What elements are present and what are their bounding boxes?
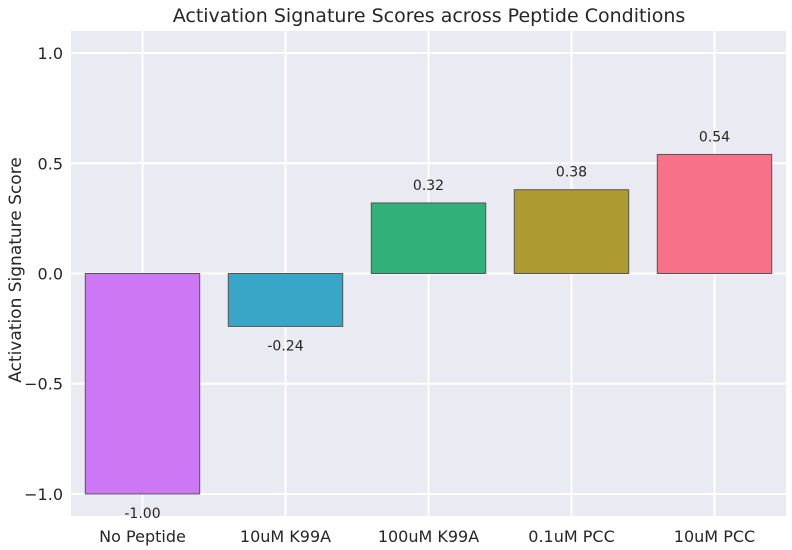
data-labels: -1.00 -0.24 0.32 0.38 0.54 [124,129,730,522]
data-label: 0.38 [556,165,587,181]
data-label: -1.00 [124,506,160,522]
bar [227,273,344,327]
data-label: -0.24 [267,338,303,354]
y-tick-label: −1.0 [24,485,63,504]
y-tick-label: −0.5 [24,375,63,394]
bar [656,153,773,274]
y-tick-label: 1.0 [38,44,63,63]
y-axis-label: Activation Signature Score [6,157,26,383]
bars [84,153,773,495]
x-tick-label: 0.1uM PCC [528,527,614,546]
x-tick-label: 100uM K99A [378,527,479,546]
bar [84,273,201,495]
data-label: 0.54 [699,129,730,145]
bar [513,189,630,275]
chart-title: Activation Signature Scores across Pepti… [173,5,686,27]
x-tick-label: 10uM K99A [240,527,331,546]
bar [370,202,487,274]
x-tick-labels: No Peptide 10uM K99A 100uM K99A 0.1uM PCC 10… [99,527,755,546]
x-tick-label: 10uM PCC [674,527,755,546]
x-tick-label: No Peptide [99,527,186,546]
data-label: 0.32 [413,178,444,194]
y-tick-labels: −1.0 −0.5 0.0 0.5 1.0 [24,44,63,504]
y-tick-label: 0.5 [38,154,63,173]
y-tick-label: 0.0 [38,265,63,284]
